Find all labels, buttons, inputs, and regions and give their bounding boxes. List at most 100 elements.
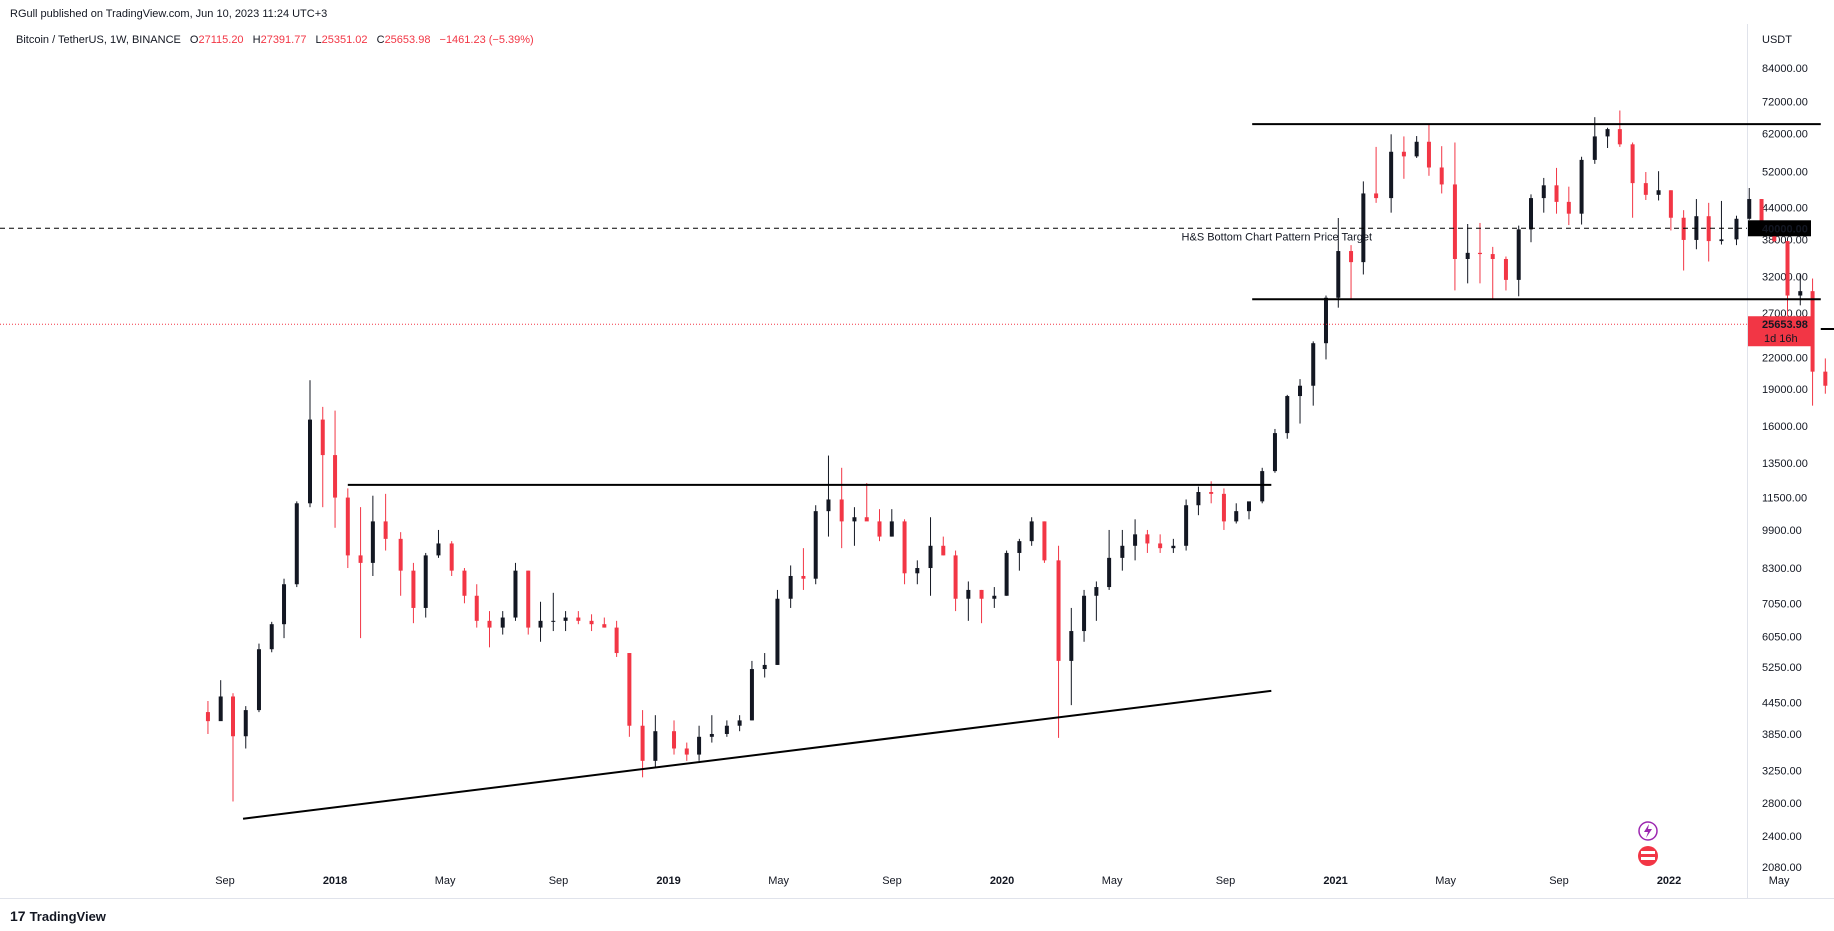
y-tick-label: 2400.00 [1762,831,1802,843]
lightning-icon-glyph [1644,824,1652,838]
last-price-badge [1748,316,1811,347]
candle-up [1734,218,1739,240]
currency-label: USDT [1762,34,1792,46]
candle-down [345,497,350,556]
y-tick-label: 13500.00 [1762,458,1808,470]
candle-up [1465,252,1470,259]
y-tick-label: 44000.00 [1762,203,1808,215]
candle-up [538,620,543,628]
candle-up [697,736,702,755]
y-tick-label: 32000.00 [1762,271,1808,283]
publisher-line: RGull published on TradingView.com, Jun … [10,8,328,20]
x-tick-label: Sep [1216,875,1236,887]
candle-up [1529,198,1534,230]
x-tick-label: May [1769,875,1790,887]
y-tick-label: 62000.00 [1762,129,1808,141]
low-label: L [315,34,322,46]
candle-up [1605,129,1610,137]
candle-down [1401,151,1406,157]
annotation-label: H&S Bottom Chart Pattern Price Target [1182,232,1373,244]
y-tick-label: 7050.00 [1762,598,1802,610]
support-trendline[interactable] [242,689,1272,820]
candle-down [941,545,946,556]
candle-down [1452,184,1457,259]
candle-down [1490,254,1495,259]
candle-down [462,570,467,596]
candle-up [1107,557,1112,588]
x-tick-label: 2018 [323,875,347,887]
candle-up [513,570,518,618]
candle-down [320,419,325,456]
candle-up [294,503,299,585]
candle-down [205,712,210,722]
x-tick-label: May [768,875,789,887]
x-tick-label: May [435,875,456,887]
candle-up [653,731,658,761]
candle-up [1747,199,1752,219]
candle-up [243,710,248,737]
candle-up [1017,541,1022,553]
candle-up [1234,511,1239,522]
candle-up [1414,141,1419,157]
candle-up [1298,385,1303,397]
candle-up [1246,501,1251,512]
candle-down [487,620,492,628]
candle-down [1374,193,1379,199]
candle-down [1158,543,1163,549]
candle-up [749,669,754,721]
candle-down [1617,129,1622,145]
flag-icon-stripe [1641,851,1655,854]
candle-up [1133,534,1138,546]
candle-up [307,419,312,504]
candle-down [1056,560,1061,661]
close-label: C [376,34,385,46]
candle-down [953,555,958,599]
candle-up [737,720,742,726]
candle-up [218,696,223,722]
candle-down [411,570,416,608]
candle-down [614,627,619,654]
candle-up [563,617,568,621]
candle-up [889,521,894,537]
candle-up [1719,239,1724,242]
candle-down [1145,534,1150,544]
candle-up [551,620,556,622]
close-value: 25653.98 [384,34,431,46]
candle-up [1272,433,1277,472]
candle-up [724,725,729,734]
y-tick-label: 9900.00 [1762,525,1802,537]
high-label: H [252,34,261,46]
flag-icon-stripe [1641,857,1655,860]
candle-down [1503,258,1508,280]
candle-up [1285,396,1290,434]
candle-down [839,499,844,522]
open-value: 27115.20 [198,34,244,46]
candle-up [1323,297,1328,344]
candle-down [1681,217,1686,240]
open-label: O [189,34,199,46]
change-value: −1461.23 (−5.39%) [439,34,534,46]
target-price-badge-text: 40000.00 [1762,223,1808,235]
candle-up [1516,229,1521,280]
symbol-title: Bitcoin / TetherUS, 1W, BINANCE [16,34,181,46]
brand-name: TradingView [29,909,106,924]
x-tick-label: Sep [1549,875,1569,887]
y-tick-label: 2080.00 [1762,862,1802,874]
y-tick-label: 3850.00 [1762,729,1802,741]
candle-down [1426,141,1431,168]
y-tick-label: 3250.00 [1762,766,1802,778]
candle-up [436,543,441,556]
candle-down [627,653,632,726]
candle-up [1004,552,1009,596]
low-value: 25351.02 [321,34,368,46]
candle-down [1668,190,1673,218]
candle-down [333,455,338,498]
candle-up [1389,151,1394,199]
flag-icon[interactable] [1638,846,1658,866]
candle-down [864,517,869,522]
y-tick-label: 2800.00 [1762,798,1802,810]
x-tick-label: 2020 [990,875,1014,887]
candle-down [1349,251,1354,263]
x-tick-label: 2019 [656,875,680,887]
